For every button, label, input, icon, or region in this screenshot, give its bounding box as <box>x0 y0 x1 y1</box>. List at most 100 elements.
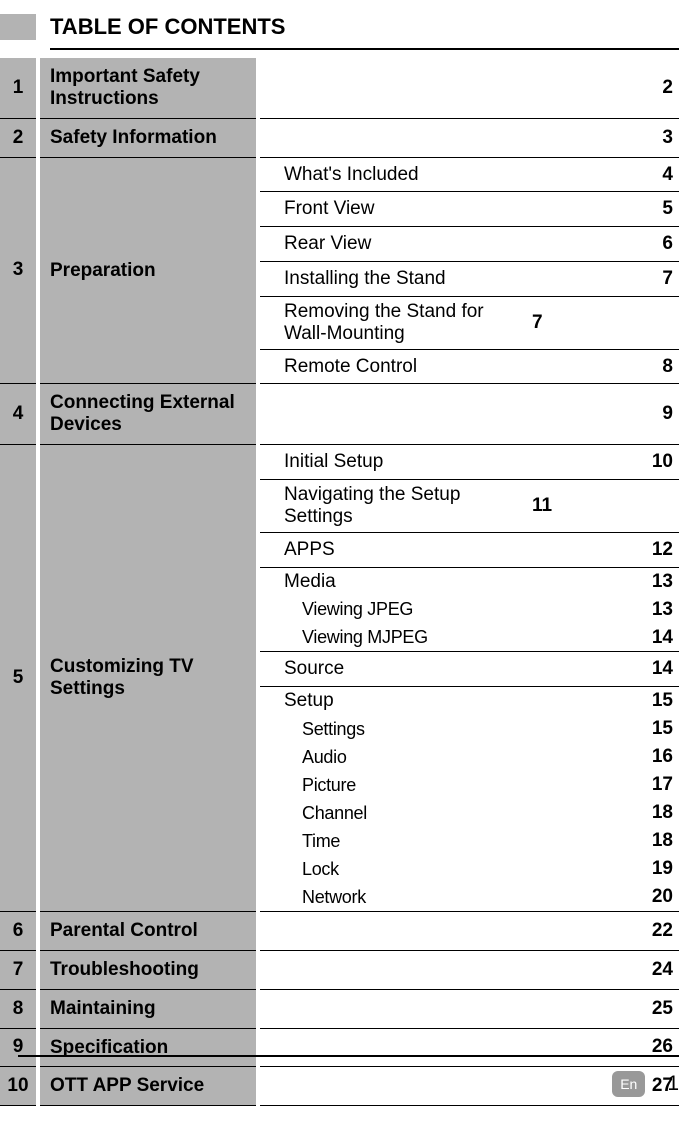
subsection-child-label: Viewing MJPEG <box>284 627 644 648</box>
subsection-row: Rear View6 <box>260 227 679 262</box>
subsection-child: Settings15 <box>260 715 679 743</box>
subsection-child: Network20 <box>260 883 679 912</box>
subsection-label: APPS <box>284 539 644 561</box>
subsection-label: What's Included <box>284 164 654 186</box>
subsection-label: Source <box>284 658 644 680</box>
subsection-page: 7 <box>524 312 543 334</box>
subsection-row: Remote Control8 <box>260 350 679 385</box>
subsection-child: Lock19 <box>260 855 679 883</box>
section-title: Important Safety Instructions <box>40 58 256 119</box>
subsection-row: What's Included4 <box>260 158 679 193</box>
section-page: 24 <box>260 951 679 990</box>
subsection-row: Initial Setup10 <box>260 445 679 480</box>
section-number: 5 <box>0 445 36 912</box>
subsection-child-page: 16 <box>644 746 673 768</box>
subsection-page: 5 <box>654 198 673 220</box>
subsection-label: Installing the Stand <box>284 268 654 290</box>
footer: En 1 <box>18 1055 679 1097</box>
subsection-child: Channel18 <box>260 799 679 827</box>
toc-table: 1Important Safety Instructions22Safety I… <box>0 58 679 1106</box>
section-page: 22 <box>260 912 679 951</box>
section-number: 1 <box>0 58 36 119</box>
subsection-child-label: Audio <box>284 747 644 768</box>
subsection-child-page: 13 <box>644 599 673 621</box>
section-page: 2 <box>260 58 679 119</box>
footer-divider <box>18 1055 679 1057</box>
section-number: 6 <box>0 912 36 951</box>
section-title: Troubleshooting <box>40 951 256 990</box>
section-row: 1Important Safety Instructions2 <box>0 58 679 119</box>
subsection-label: Removing the Stand for Wall-Mounting <box>284 301 524 345</box>
subsection-row: Removing the Stand for Wall-Mounting7 <box>260 297 679 350</box>
footer-content: En 1 <box>18 1071 679 1097</box>
subsection-row: Navigating the Setup Settings11 <box>260 480 679 533</box>
subsection-page: 13 <box>644 571 673 593</box>
section-page: 3 <box>260 119 679 158</box>
subsection-child-page: 18 <box>644 802 673 824</box>
page-title: TABLE OF CONTENTS <box>50 14 285 40</box>
subsection-child: Viewing MJPEG14 <box>260 624 679 653</box>
subsection-child-label: Picture <box>284 775 644 796</box>
title-accent-block <box>0 14 36 40</box>
section-title: Preparation <box>40 158 256 385</box>
section-row: 8Maintaining25 <box>0 990 679 1029</box>
subsection-child: Audio16 <box>260 743 679 771</box>
subsection-label: Media <box>284 571 644 593</box>
subsection-child-label: Settings <box>284 719 644 740</box>
subsection-child-page: 17 <box>644 774 673 796</box>
section-page: 9 <box>260 384 679 445</box>
subsection-page: 8 <box>654 356 673 378</box>
section-row: 4Connecting External Devices9 <box>0 384 679 445</box>
title-underline <box>50 48 679 50</box>
section-number: 8 <box>0 990 36 1029</box>
subsection-child-page: 15 <box>644 718 673 740</box>
subsection-page: 15 <box>644 690 673 712</box>
subsection-child: Viewing JPEG13 <box>260 596 679 624</box>
subsection-row: Front View5 <box>260 192 679 227</box>
section-number: 4 <box>0 384 36 445</box>
title-row: TABLE OF CONTENTS <box>0 14 679 40</box>
subsection-row: Installing the Stand7 <box>260 262 679 297</box>
subsection-child: Time18 <box>260 827 679 855</box>
section-number: 7 <box>0 951 36 990</box>
subsection-list: What's Included4Front View5Rear View6Ins… <box>260 158 679 385</box>
subsection-page: 14 <box>644 658 673 680</box>
subsection-label: Rear View <box>284 233 654 255</box>
section-number: 2 <box>0 119 36 158</box>
subsection-row: APPS12 <box>260 533 679 568</box>
subsection-label: Setup <box>284 690 644 712</box>
subsection-child-label: Time <box>284 831 644 852</box>
subsection-page: 12 <box>644 539 673 561</box>
section-row-with-subs: 3PreparationWhat's Included4Front View5R… <box>0 158 679 385</box>
subsection-page: 10 <box>644 451 673 473</box>
section-page: 25 <box>260 990 679 1029</box>
section-title: Connecting External Devices <box>40 384 256 445</box>
subsection-page: 11 <box>524 495 552 517</box>
subsection-row: Source14 <box>260 652 679 687</box>
subsection-child-page: 14 <box>644 627 673 649</box>
section-row: 7Troubleshooting24 <box>0 951 679 990</box>
subsection-page: 4 <box>654 164 673 186</box>
subsection-child-page: 18 <box>644 830 673 852</box>
section-title: Maintaining <box>40 990 256 1029</box>
section-title: Safety Information <box>40 119 256 158</box>
page-number: 1 <box>667 1072 679 1096</box>
section-number: 3 <box>0 158 36 385</box>
section-row: 6Parental Control22 <box>0 912 679 951</box>
subsection-child-label: Viewing JPEG <box>284 599 644 620</box>
subsection-group-header: Media13 <box>260 568 679 596</box>
section-title: Customizing TV Settings <box>40 445 256 912</box>
subsection-child-label: Lock <box>284 859 644 880</box>
section-row-with-subs: 5Customizing TV SettingsInitial Setup10N… <box>0 445 679 912</box>
subsection-page: 7 <box>654 268 673 290</box>
subsection-child-label: Channel <box>284 803 644 824</box>
section-row: 2Safety Information3 <box>0 119 679 158</box>
subsection-child-page: 19 <box>644 858 673 880</box>
subsection-child-label: Network <box>284 887 644 908</box>
subsection-label: Remote Control <box>284 356 654 378</box>
subsection-child: Picture17 <box>260 771 679 799</box>
section-title: Parental Control <box>40 912 256 951</box>
language-badge: En <box>612 1071 645 1097</box>
subsection-label: Front View <box>284 198 654 220</box>
subsection-label: Initial Setup <box>284 451 644 473</box>
